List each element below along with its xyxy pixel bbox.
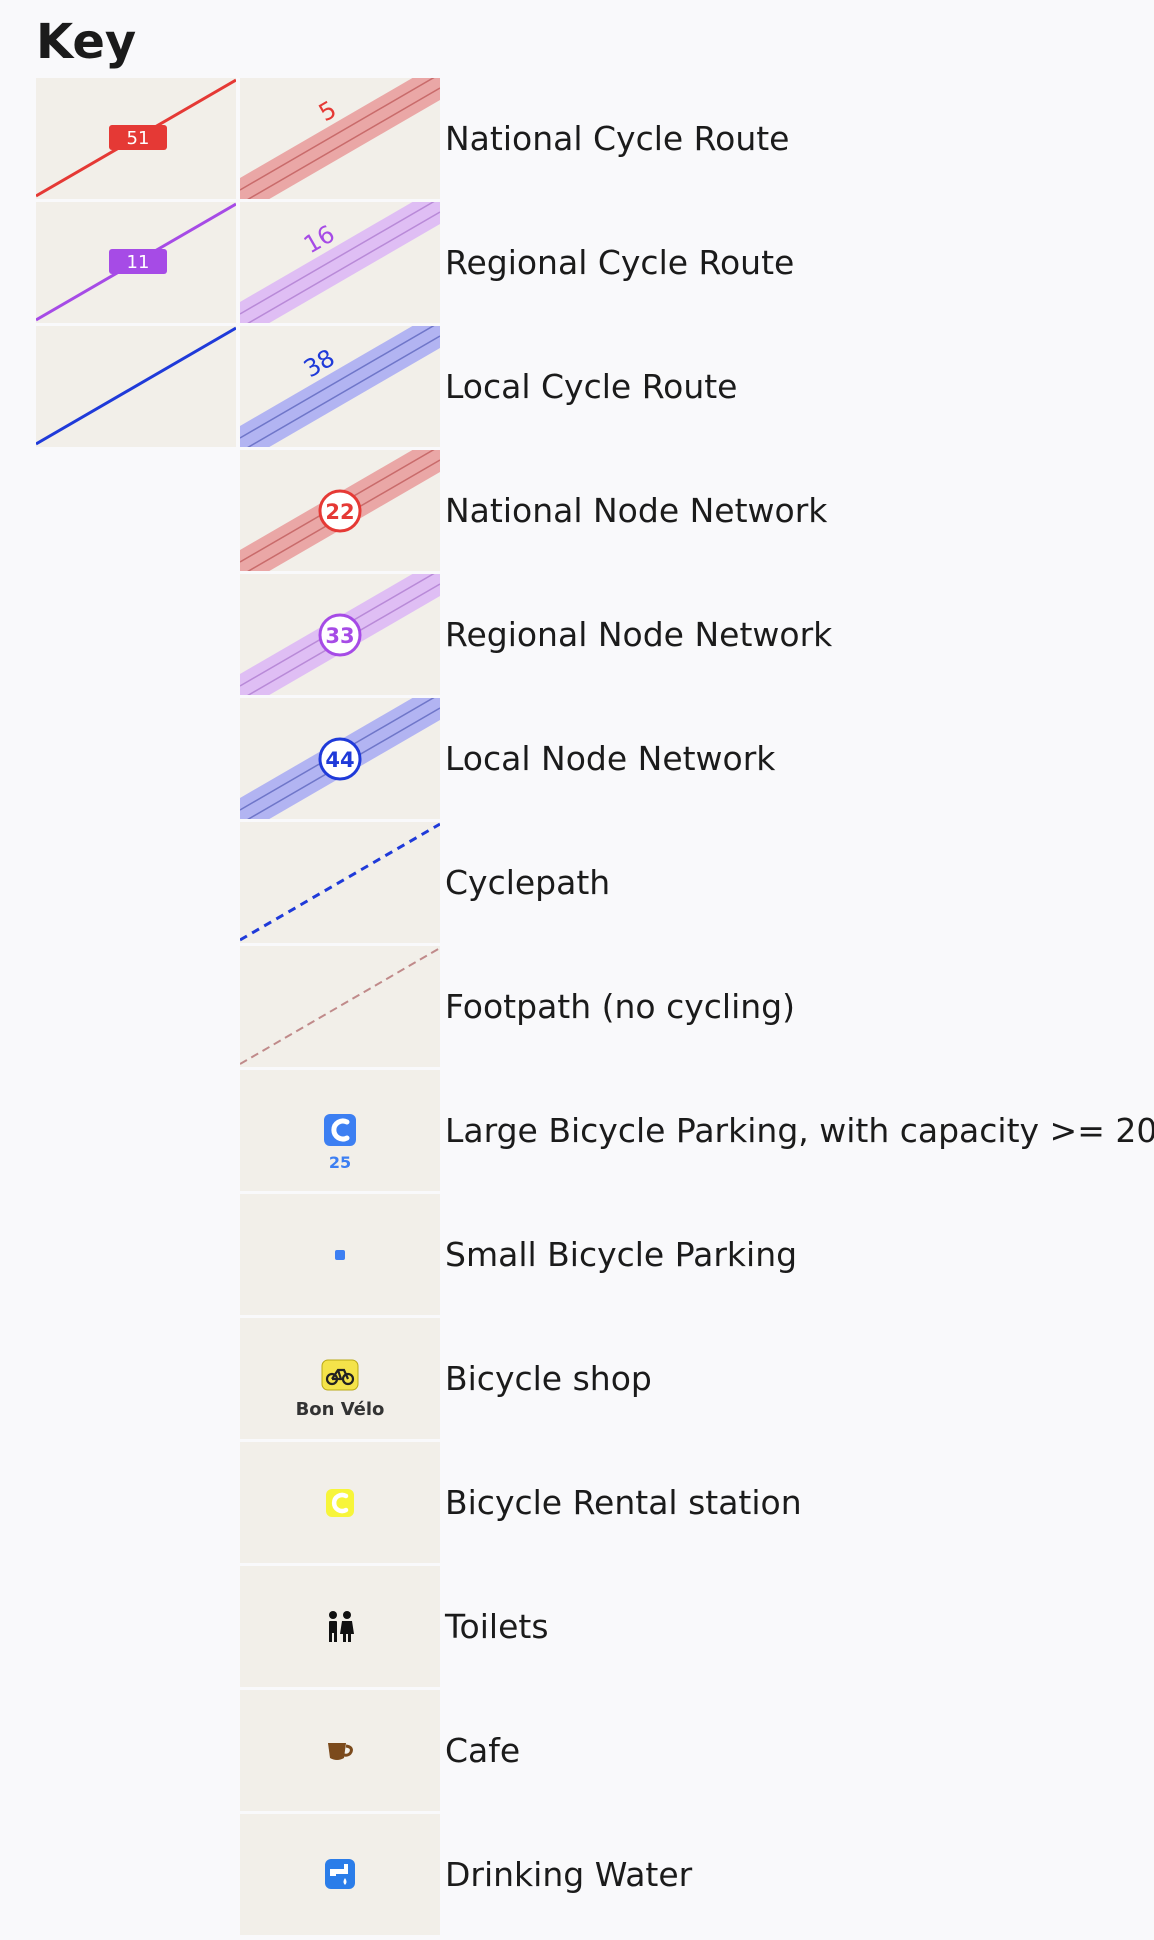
national-route-overlay-swatch: 5 — [240, 78, 440, 199]
regional-route-line-swatch: 11 — [36, 202, 236, 323]
legend-label: Cafe — [445, 1731, 521, 1770]
legend-label: Regional Node Network — [445, 615, 833, 654]
large-bicycle-parking-swatch: 25 — [240, 1070, 440, 1191]
legend-label: National Cycle Route — [445, 119, 790, 158]
regional-node-swatch: 33 — [240, 574, 440, 695]
legend-row-national-cycle-route: 51 5 National Cycle Route — [36, 78, 1146, 202]
legend-label: Small Bicycle Parking — [445, 1235, 798, 1274]
legend-row-bicycle-rental-station: Bicycle Rental station — [36, 1442, 1146, 1566]
local-node-swatch: 44 — [240, 698, 440, 819]
regional-route-overlay-swatch: 16 — [240, 202, 440, 323]
legend: 51 5 National Cycle Route 11 — [36, 78, 1154, 1938]
small-bicycle-parking-swatch — [240, 1194, 440, 1315]
parking-capacity: 25 — [329, 1153, 351, 1172]
legend-row-cafe: Cafe — [36, 1690, 1146, 1814]
local-route-line-swatch — [36, 326, 236, 447]
legend-label: Large Bicycle Parking, with capacity >= … — [445, 1111, 1154, 1150]
page-title: Key — [36, 14, 137, 70]
route-ref-label: 51 — [127, 128, 150, 149]
node-ref-label: 22 — [325, 500, 354, 524]
shop-name: Bon Vélo — [296, 1399, 385, 1420]
legend-label: National Node Network — [445, 491, 828, 530]
local-route-overlay-swatch: 38 — [240, 326, 440, 447]
footpath-swatch — [240, 946, 440, 1067]
node-ref-label: 33 — [325, 624, 354, 648]
cyclepath-swatch — [240, 822, 440, 943]
legend-row-cyclepath: Cyclepath — [36, 822, 1146, 946]
legend-row-national-node-network: 22 National Node Network — [36, 450, 1146, 574]
coffee-cup-icon — [328, 1743, 353, 1760]
legend-row-footpath: Footpath (no cycling) — [36, 946, 1146, 1070]
legend-label: Cyclepath — [445, 863, 611, 902]
bicycle-rental-swatch — [240, 1442, 440, 1563]
legend-label: Bicycle shop — [445, 1359, 652, 1398]
legend-label: Drinking Water — [445, 1855, 693, 1894]
legend-row-regional-node-network: 33 Regional Node Network — [36, 574, 1146, 698]
cafe-swatch — [240, 1690, 440, 1811]
toilets-icon — [329, 1611, 354, 1642]
legend-row-regional-cycle-route: 11 16 Regional Cycle Route — [36, 202, 1146, 326]
drinking-water-swatch — [240, 1814, 440, 1935]
node-ref-label: 44 — [325, 748, 354, 772]
toilets-swatch — [240, 1566, 440, 1687]
legend-label: Footpath (no cycling) — [445, 987, 795, 1026]
legend-row-local-node-network: 44 Local Node Network — [36, 698, 1146, 822]
legend-row-bicycle-shop: Bon Vélo Bicycle shop — [36, 1318, 1146, 1442]
legend-label: Regional Cycle Route — [445, 243, 795, 282]
legend-label: Local Node Network — [445, 739, 776, 778]
bicycle-shop-swatch: Bon Vélo — [240, 1318, 440, 1439]
route-ref-label: 11 — [127, 252, 150, 273]
legend-row-large-bicycle-parking: 25 Large Bicycle Parking, with capacity … — [36, 1070, 1154, 1194]
legend-label: Local Cycle Route — [445, 367, 738, 406]
legend-row-local-cycle-route: 38 Local Cycle Route — [36, 326, 1146, 450]
legend-label: Bicycle Rental station — [445, 1483, 802, 1522]
small-parking-icon — [335, 1250, 345, 1260]
bicycle-icon — [325, 1368, 355, 1386]
legend-label: Toilets — [445, 1607, 549, 1646]
legend-row-drinking-water: Drinking Water — [36, 1814, 1146, 1938]
national-route-line-swatch: 51 — [36, 78, 236, 199]
national-node-swatch: 22 — [240, 450, 440, 571]
legend-row-small-bicycle-parking: Small Bicycle Parking — [36, 1194, 1146, 1318]
legend-row-toilets: Toilets — [36, 1566, 1146, 1690]
